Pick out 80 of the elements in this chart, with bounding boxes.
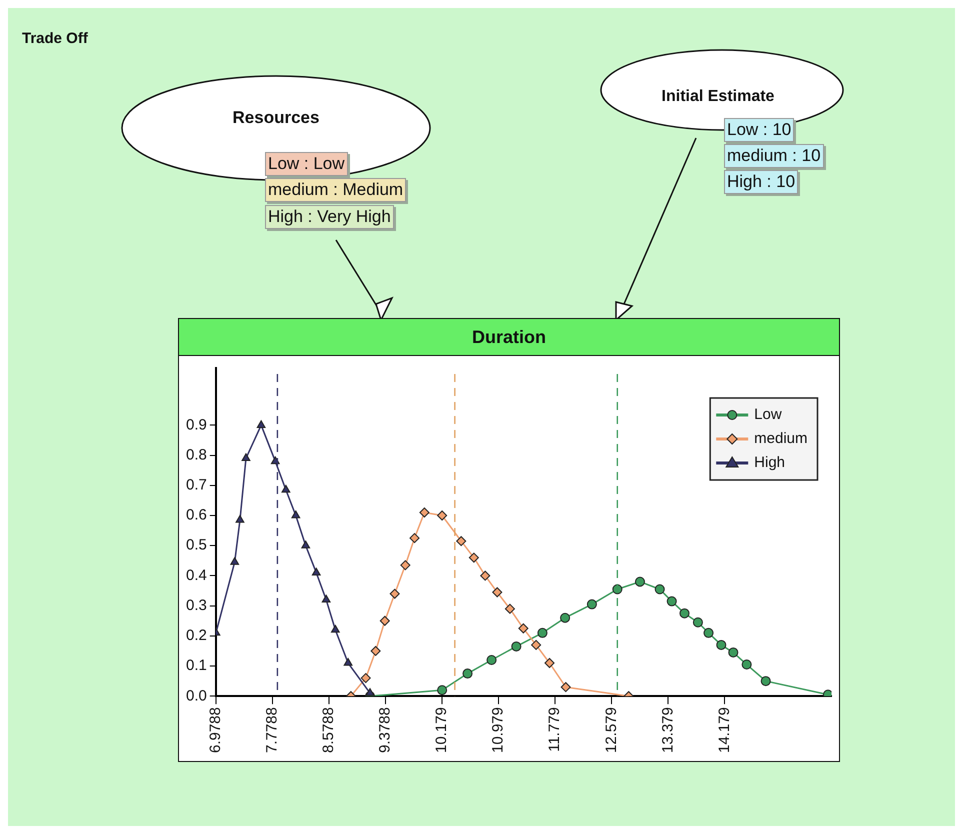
point [462, 668, 473, 679]
y-tick-label: 0.8 [186, 446, 207, 464]
text: High : Very High [265, 205, 394, 229]
point [419, 507, 430, 518]
point [282, 484, 290, 493]
point [666, 596, 677, 606]
y-tick-label: 0.1 [186, 657, 207, 674]
point [680, 608, 690, 618]
point [704, 628, 714, 638]
text: medium : 10 [724, 144, 824, 168]
legend-label: Low [754, 406, 782, 424]
point [291, 510, 300, 518]
point [537, 628, 548, 638]
text: Resources [232, 108, 320, 128]
x-tick-label: 14.179 [716, 707, 733, 754]
point [560, 612, 570, 623]
point [380, 616, 390, 626]
point [360, 673, 371, 684]
y-tick-label: 0.5 [186, 536, 207, 554]
point [492, 587, 502, 598]
point [716, 640, 726, 650]
point [560, 682, 571, 692]
text: Low : Low [265, 152, 348, 176]
point [544, 658, 555, 668]
x-tick-label: 10.179 [433, 707, 450, 754]
point [742, 660, 752, 670]
y-tick-label: 0.2 [186, 627, 207, 644]
point [437, 510, 448, 521]
x-tick-label: 12.579 [602, 707, 620, 754]
chart-title: Duration [179, 319, 839, 356]
y-tick-label: 0.3 [186, 596, 207, 614]
x-tick-label: 13.379 [659, 707, 676, 754]
point [330, 624, 340, 633]
point [301, 540, 310, 548]
legend-label: medium [754, 430, 808, 448]
point [456, 536, 466, 546]
y-tick-label: 0.4 [186, 566, 207, 584]
text: Trade Off [22, 30, 88, 47]
point [437, 685, 448, 696]
point [344, 658, 352, 666]
point [270, 456, 280, 464]
legend-label: High [754, 454, 786, 472]
point [511, 641, 522, 652]
point [518, 623, 528, 634]
point [654, 584, 665, 594]
y-tick-label: 0.0 [186, 687, 207, 704]
x-tick-label: 8.5788 [320, 707, 338, 754]
point [366, 688, 374, 696]
text: medium : Medium [265, 178, 406, 202]
y-tick-label: 0.9 [186, 416, 207, 434]
point [760, 676, 771, 686]
y-tick-label: 0.7 [186, 476, 207, 494]
point [236, 515, 244, 523]
point [410, 533, 420, 544]
point [230, 557, 240, 565]
point [390, 588, 400, 599]
point [400, 560, 410, 570]
point [468, 552, 479, 563]
x-tick-label: 11.779 [546, 707, 564, 752]
point [486, 655, 497, 665]
point [531, 640, 542, 650]
point [586, 599, 597, 610]
text: Initial Estimate [660, 88, 776, 106]
text: Low : 10 [724, 118, 794, 142]
text: High : 10 [724, 170, 798, 194]
point [634, 576, 645, 587]
x-tick-label: 6.9788 [206, 707, 224, 754]
x-tick-label: 7.7788 [264, 707, 281, 754]
point [256, 420, 266, 428]
point [728, 647, 738, 658]
point [322, 594, 331, 603]
point [480, 570, 490, 581]
point [504, 604, 515, 614]
point [370, 646, 381, 656]
point [692, 617, 703, 628]
y-tick-label: 0.6 [186, 506, 207, 524]
x-tick-label: 9.3788 [376, 707, 394, 754]
point [312, 568, 321, 576]
x-tick-label: 10.979 [490, 707, 507, 754]
point [242, 453, 250, 462]
